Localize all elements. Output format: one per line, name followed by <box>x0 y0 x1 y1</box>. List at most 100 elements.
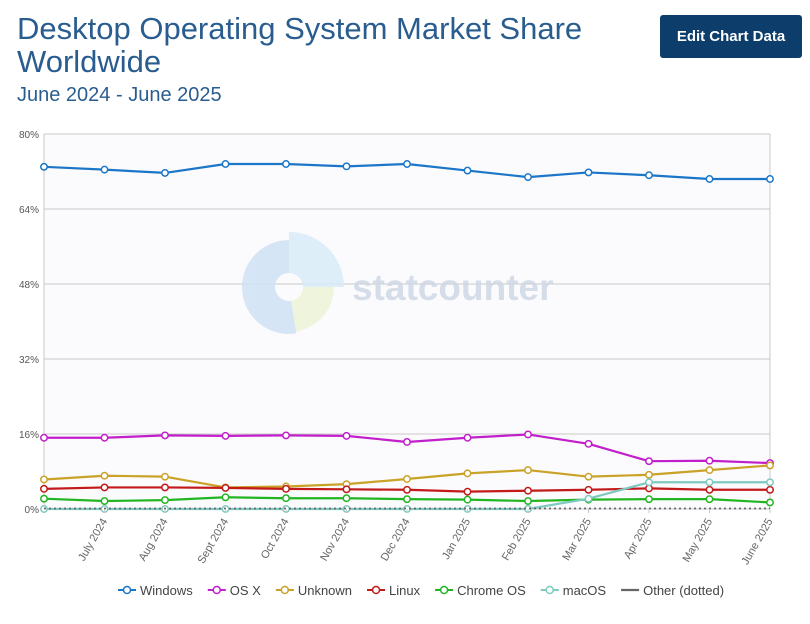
x-tick-label: Apr 2025 <box>622 517 655 562</box>
data-point-linux[interactable] <box>766 485 774 494</box>
data-point-chrome-os[interactable] <box>161 496 169 505</box>
data-point-chrome-os[interactable] <box>403 495 411 504</box>
data-point-unknown[interactable] <box>705 466 714 475</box>
data-point-linux[interactable] <box>403 485 411 494</box>
data-point-linux[interactable] <box>584 485 593 494</box>
data-point-macos[interactable] <box>584 494 593 503</box>
data-point-os-x[interactable] <box>342 431 351 440</box>
data-point-os-x[interactable] <box>463 433 472 442</box>
data-point-windows[interactable] <box>766 175 774 183</box>
data-point-unknown[interactable] <box>584 472 593 481</box>
data-point-unknown[interactable] <box>645 470 653 479</box>
legend-swatch-windows[interactable] <box>122 585 132 595</box>
legend-item-other-dotted[interactable]: Other (dotted) <box>643 583 724 598</box>
legend-item-macos[interactable]: macOS <box>563 583 607 598</box>
legend-item-windows[interactable]: Windows <box>140 583 193 598</box>
data-point-chrome-os[interactable] <box>282 494 290 503</box>
legend-item-linux[interactable]: Linux <box>389 583 421 598</box>
data-point-linux[interactable] <box>100 483 109 492</box>
x-tick-label: Jan 2025 <box>440 517 473 562</box>
legend-swatch-unknown[interactable] <box>280 585 290 595</box>
data-point-unknown[interactable] <box>40 475 48 484</box>
watermark-logo-slice <box>289 232 344 287</box>
data-point-windows[interactable] <box>463 166 472 175</box>
x-tick-label: July 2024 <box>76 517 110 564</box>
y-tick-label: 80% <box>19 130 39 141</box>
x-tick-label: Nov 2024 <box>318 517 352 564</box>
data-point-linux[interactable] <box>524 486 532 495</box>
data-point-chrome-os[interactable] <box>705 495 714 504</box>
data-point-linux[interactable] <box>282 484 290 493</box>
data-point-macos[interactable] <box>766 478 774 487</box>
data-point-linux[interactable] <box>221 483 230 492</box>
data-point-os-x[interactable] <box>100 433 109 442</box>
data-point-windows[interactable] <box>282 160 290 168</box>
y-tick-label: 32% <box>19 355 39 366</box>
watermark-logo-slice <box>242 240 297 335</box>
data-point-windows[interactable] <box>40 162 48 171</box>
plot-area <box>44 134 770 509</box>
data-point-os-x[interactable] <box>403 438 411 446</box>
data-point-linux[interactable] <box>705 485 714 494</box>
legend-item-unknown[interactable]: Unknown <box>298 583 352 598</box>
data-point-os-x[interactable] <box>705 456 714 465</box>
data-point-unknown[interactable] <box>463 469 472 478</box>
data-point-unknown[interactable] <box>161 472 169 481</box>
data-point-chrome-os[interactable] <box>524 497 532 505</box>
data-point-macos[interactable] <box>705 478 714 487</box>
data-point-linux[interactable] <box>161 483 169 492</box>
data-point-chrome-os[interactable] <box>463 495 472 504</box>
legend-swatch-macos[interactable] <box>545 585 554 595</box>
data-point-windows[interactable] <box>705 175 714 183</box>
data-point-windows[interactable] <box>161 168 169 177</box>
data-point-os-x[interactable] <box>40 433 48 442</box>
statcounter-watermark: statcounter <box>242 232 553 335</box>
data-point-chrome-os[interactable] <box>766 498 774 507</box>
x-tick-label: Mar 2025 <box>560 517 594 563</box>
data-point-linux[interactable] <box>40 484 48 493</box>
edit-chart-data-button[interactable]: Edit Chart Data <box>660 15 802 58</box>
data-point-windows[interactable] <box>584 168 593 177</box>
data-point-chrome-os[interactable] <box>40 494 48 503</box>
data-point-macos[interactable] <box>645 478 653 487</box>
x-tick-label: Aug 2024 <box>137 517 171 564</box>
data-point-unknown[interactable] <box>100 471 109 480</box>
data-point-linux[interactable] <box>463 487 472 496</box>
x-tick-label: Dec 2024 <box>379 517 413 564</box>
data-point-os-x[interactable] <box>584 439 593 448</box>
data-point-os-x[interactable] <box>161 431 169 440</box>
data-point-os-x[interactable] <box>282 431 290 440</box>
data-point-os-x[interactable] <box>645 457 653 466</box>
data-point-linux[interactable] <box>342 485 351 494</box>
x-tick-label: June 2025 <box>740 517 776 568</box>
chart-subtitle: June 2024 - June 2025 <box>17 84 222 106</box>
y-tick-label: 48% <box>19 280 39 291</box>
x-tick-label: Oct 2024 <box>259 517 292 562</box>
data-point-windows[interactable] <box>645 171 653 180</box>
data-point-os-x[interactable] <box>524 430 532 439</box>
data-point-chrome-os[interactable] <box>645 495 653 504</box>
data-point-windows[interactable] <box>524 173 532 182</box>
data-point-chrome-os[interactable] <box>100 497 109 505</box>
y-tick-label: 0% <box>25 505 40 516</box>
legend-item-os-x[interactable]: OS X <box>230 583 261 598</box>
legend-swatch-os-x[interactable] <box>212 585 221 595</box>
data-point-os-x[interactable] <box>221 431 230 440</box>
data-point-windows[interactable] <box>100 165 109 174</box>
data-point-windows[interactable] <box>342 162 351 171</box>
data-point-windows[interactable] <box>403 160 411 168</box>
watermark-logo-slice <box>291 287 334 332</box>
data-point-chrome-os[interactable] <box>221 493 230 502</box>
chart-title: Desktop Operating System Market Share Wo… <box>17 11 583 79</box>
data-point-windows[interactable] <box>221 160 230 168</box>
legend-swatch-chrome-os[interactable] <box>439 585 449 595</box>
data-point-unknown[interactable] <box>403 475 411 483</box>
legend-swatch-linux[interactable] <box>371 585 381 595</box>
data-point-unknown[interactable] <box>524 466 532 475</box>
data-point-unknown[interactable] <box>766 461 774 470</box>
x-tick-label: Feb 2025 <box>500 517 534 563</box>
legend-item-chrome-os[interactable]: Chrome OS <box>457 583 526 598</box>
x-tick-label: Sept 2024 <box>196 517 231 566</box>
data-point-chrome-os[interactable] <box>342 494 351 503</box>
